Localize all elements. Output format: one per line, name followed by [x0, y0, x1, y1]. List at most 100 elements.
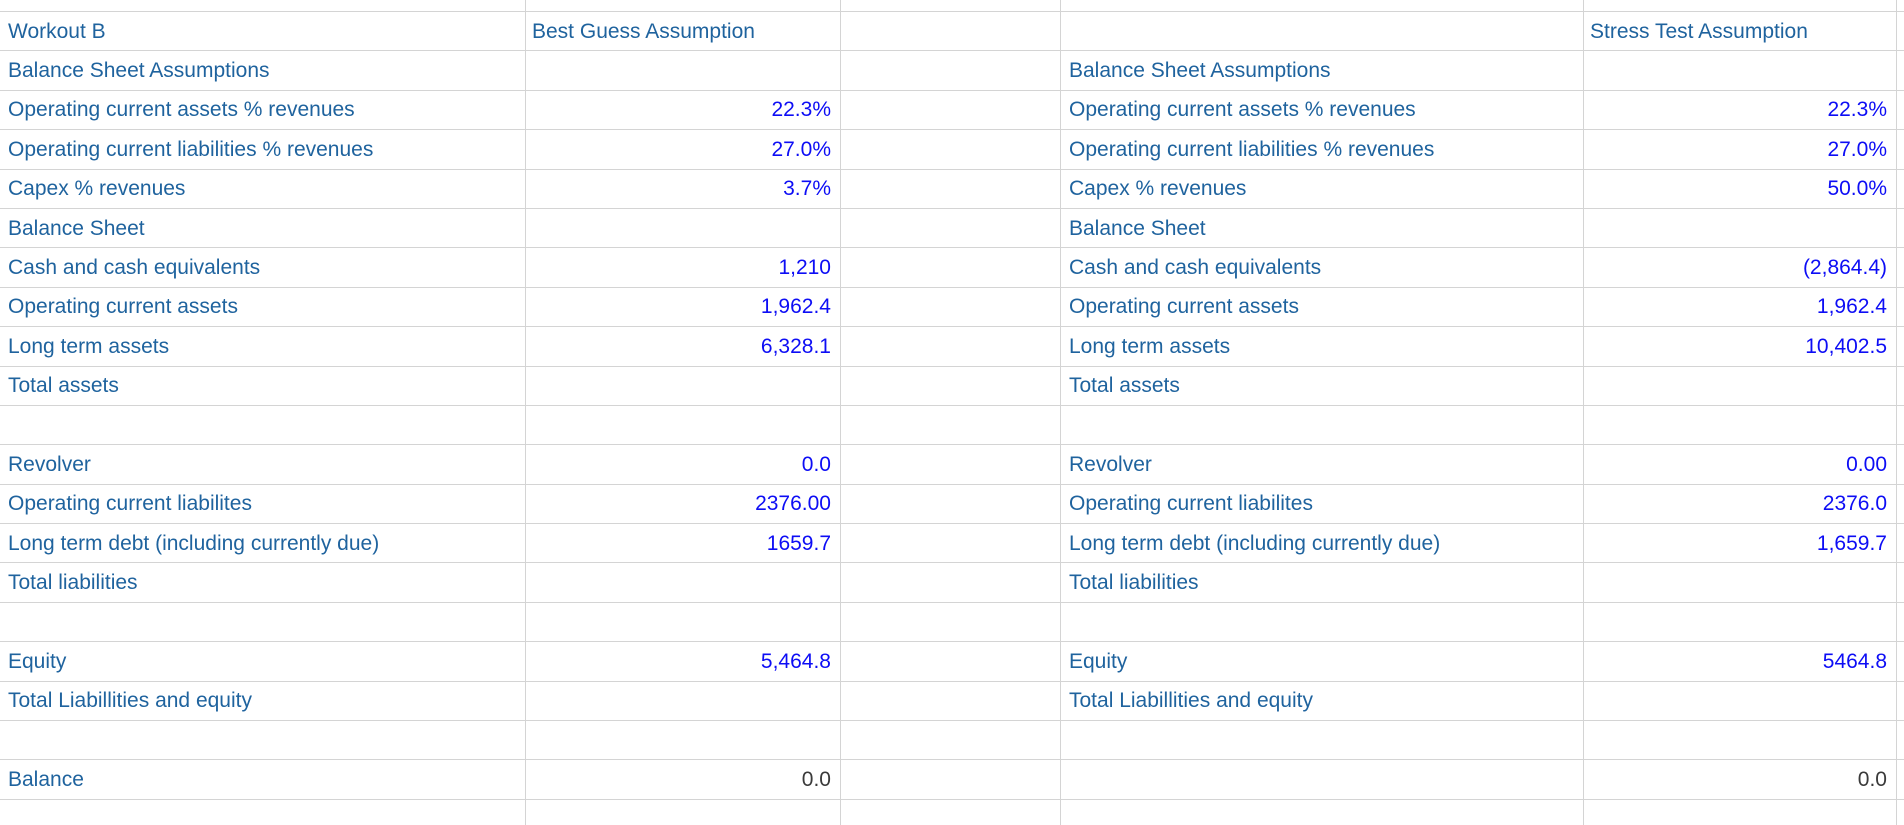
cell-C16[interactable] — [841, 563, 1061, 603]
left-row-label-A18[interactable]: Equity — [0, 642, 526, 682]
cell-E20[interactable] — [1584, 721, 1897, 761]
cell-C15[interactable] — [841, 524, 1061, 564]
left-row-label-A7[interactable]: Balance Sheet — [0, 208, 526, 249]
cell-F19[interactable] — [1897, 681, 1904, 722]
right-row-label-D4[interactable]: Operating current assets % revenues — [1061, 90, 1584, 131]
cell-F20[interactable] — [1897, 721, 1904, 761]
right-row-value-E15[interactable]: 1,659.7 — [1584, 524, 1897, 564]
cell-C14[interactable] — [841, 484, 1061, 525]
left-row-label-A19[interactable]: Total Liabillities and equity — [0, 681, 526, 722]
left-row-value-B4[interactable]: 22.3% — [526, 90, 841, 131]
left-row-label-A13[interactable]: Revolver — [0, 445, 526, 485]
cell-F15[interactable] — [1897, 524, 1904, 564]
left-row-value-B18[interactable]: 5,464.8 — [526, 642, 841, 682]
cell-B19[interactable] — [526, 681, 841, 722]
cell-C4[interactable] — [841, 90, 1061, 131]
cell-C7[interactable] — [841, 208, 1061, 249]
cell-F3[interactable] — [1897, 51, 1904, 91]
cell-B3[interactable] — [526, 51, 841, 91]
right-row-label-D9[interactable]: Operating current assets — [1061, 287, 1584, 328]
cell-C22[interactable] — [841, 799, 1061, 825]
cell-C12[interactable] — [841, 405, 1061, 446]
cell-F17[interactable] — [1897, 602, 1904, 643]
right-row-label-D7[interactable]: Balance Sheet — [1061, 208, 1584, 249]
cell-F4[interactable] — [1897, 90, 1904, 131]
cell-D20[interactable] — [1061, 721, 1584, 761]
cell-F2[interactable] — [1897, 12, 1904, 52]
cell-A12[interactable] — [0, 405, 526, 446]
left-row-label-A6[interactable]: Capex % revenues — [0, 169, 526, 209]
right-row-label-D6[interactable]: Capex % revenues — [1061, 169, 1584, 209]
cell-A1[interactable] — [0, 0, 526, 12]
right-row-value-E4[interactable]: 22.3% — [1584, 90, 1897, 131]
left-row-label-A5[interactable]: Operating current liabilities % revenues — [0, 130, 526, 170]
left-row-label-A11[interactable]: Total assets — [0, 366, 526, 406]
right-row-label-D15[interactable]: Long term debt (including currently due) — [1061, 524, 1584, 564]
cell-C13[interactable] — [841, 445, 1061, 485]
right-row-value-E18[interactable]: 5464.8 — [1584, 642, 1897, 682]
right-row-value-E9[interactable]: 1,962.4 — [1584, 287, 1897, 328]
cell-E3[interactable] — [1584, 51, 1897, 91]
right-row-label-D18[interactable]: Equity — [1061, 642, 1584, 682]
cell-C20[interactable] — [841, 721, 1061, 761]
cell-E22[interactable] — [1584, 799, 1897, 825]
cell-C2[interactable] — [841, 12, 1061, 52]
right-row-label-D19[interactable]: Total Liabillities and equity — [1061, 681, 1584, 722]
cell-F21[interactable] — [1897, 760, 1904, 800]
right-row-value-E6[interactable]: 50.0% — [1584, 169, 1897, 209]
right-row-value-E5[interactable]: 27.0% — [1584, 130, 1897, 170]
cell-C10[interactable] — [841, 327, 1061, 367]
left-scenario-header[interactable]: Best Guess Assumption — [526, 12, 841, 52]
right-row-value-E10[interactable]: 10,402.5 — [1584, 327, 1897, 367]
left-row-value-B8[interactable]: 1,210 — [526, 248, 841, 288]
cell-E19[interactable] — [1584, 681, 1897, 722]
cell-F14[interactable] — [1897, 484, 1904, 525]
left-row-value-B10[interactable]: 6,328.1 — [526, 327, 841, 367]
right-row-label-D5[interactable]: Operating current liabilities % revenues — [1061, 130, 1584, 170]
left-row-label-A3[interactable]: Balance Sheet Assumptions — [0, 51, 526, 91]
cell-C18[interactable] — [841, 642, 1061, 682]
cell-A17[interactable] — [0, 602, 526, 643]
cell-B20[interactable] — [526, 721, 841, 761]
left-row-value-B5[interactable]: 27.0% — [526, 130, 841, 170]
cell-F5[interactable] — [1897, 130, 1904, 170]
cell-A22[interactable] — [0, 799, 526, 825]
left-row-value-B21[interactable]: 0.0 — [526, 760, 841, 800]
cell-C8[interactable] — [841, 248, 1061, 288]
cell-F22[interactable] — [1897, 799, 1904, 825]
cell-D17[interactable] — [1061, 602, 1584, 643]
right-row-label-D10[interactable]: Long term assets — [1061, 327, 1584, 367]
cell-F6[interactable] — [1897, 169, 1904, 209]
cell-F12[interactable] — [1897, 405, 1904, 446]
left-row-label-A21[interactable]: Balance — [0, 760, 526, 800]
cell-C21[interactable] — [841, 760, 1061, 800]
cell-F1[interactable] — [1897, 0, 1904, 12]
cell-C3[interactable] — [841, 51, 1061, 91]
left-row-label-A10[interactable]: Long term assets — [0, 327, 526, 367]
cell-F10[interactable] — [1897, 327, 1904, 367]
cell-E11[interactable] — [1584, 366, 1897, 406]
left-row-value-B13[interactable]: 0.0 — [526, 445, 841, 485]
cell-D22[interactable] — [1061, 799, 1584, 825]
right-scenario-header[interactable]: Stress Test Assumption — [1584, 12, 1897, 52]
cell-E16[interactable] — [1584, 563, 1897, 603]
right-row-label-D11[interactable]: Total assets — [1061, 366, 1584, 406]
left-row-label-A4[interactable]: Operating current assets % revenues — [0, 90, 526, 131]
cell-E1[interactable] — [1584, 0, 1897, 12]
cell-D1[interactable] — [1061, 0, 1584, 12]
cell-E17[interactable] — [1584, 602, 1897, 643]
cell-B12[interactable] — [526, 405, 841, 446]
cell-C19[interactable] — [841, 681, 1061, 722]
cell-D12[interactable] — [1061, 405, 1584, 446]
left-section-title[interactable]: Workout B — [0, 12, 526, 52]
right-row-label-D13[interactable]: Revolver — [1061, 445, 1584, 485]
right-row-label-D14[interactable]: Operating current liabilites — [1061, 484, 1584, 525]
left-row-value-B15[interactable]: 1659.7 — [526, 524, 841, 564]
cell-A20[interactable] — [0, 721, 526, 761]
cell-F8[interactable] — [1897, 248, 1904, 288]
cell-C11[interactable] — [841, 366, 1061, 406]
cell-C5[interactable] — [841, 130, 1061, 170]
cell-F9[interactable] — [1897, 287, 1904, 328]
left-row-value-B6[interactable]: 3.7% — [526, 169, 841, 209]
cell-C6[interactable] — [841, 169, 1061, 209]
